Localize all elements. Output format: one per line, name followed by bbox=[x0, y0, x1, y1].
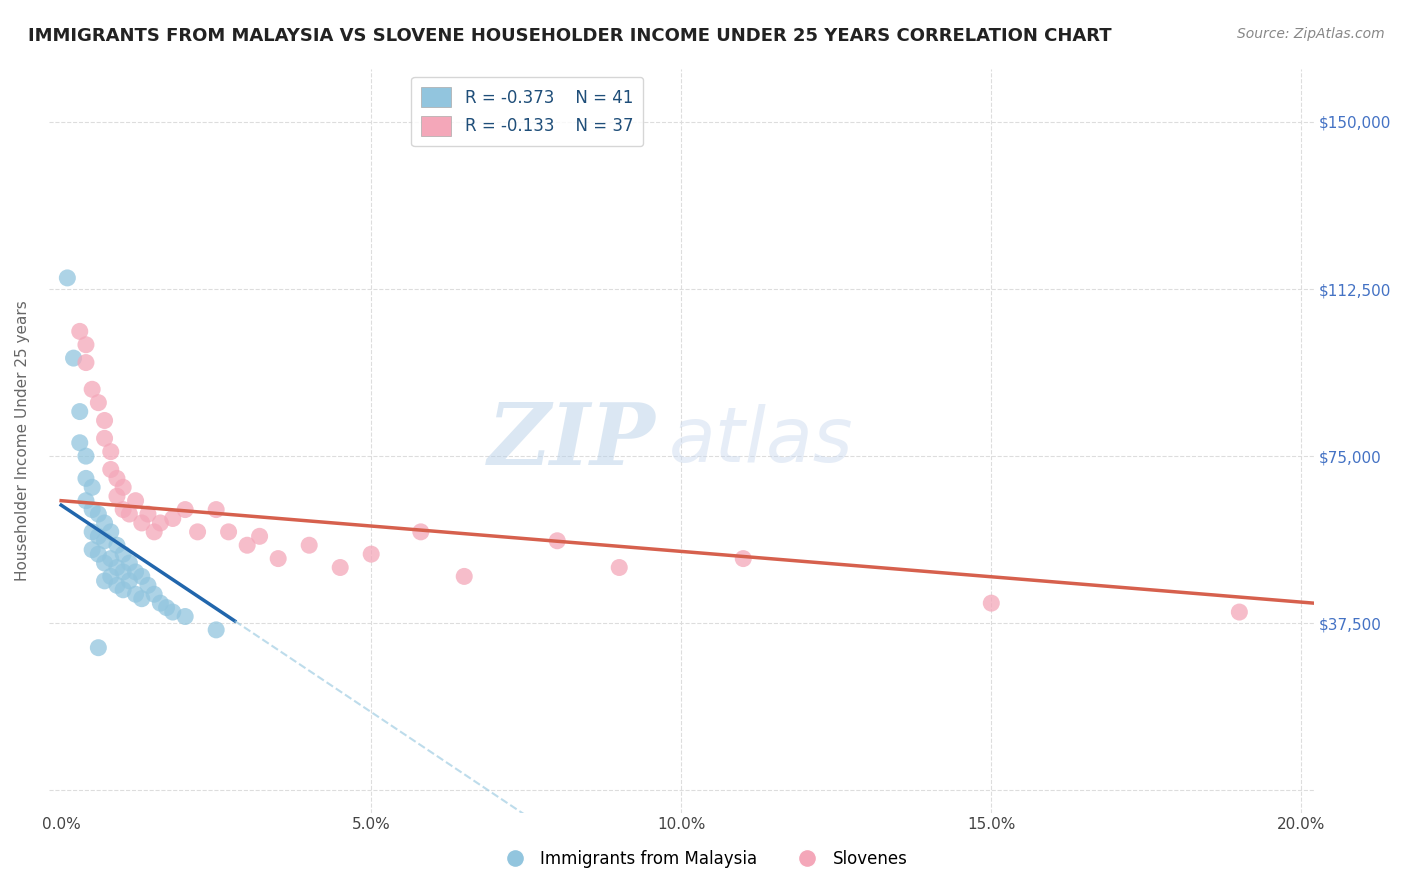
Point bbox=[82, 382, 104, 396]
Point bbox=[69, 404, 91, 418]
Point bbox=[155, 600, 177, 615]
Point bbox=[162, 605, 184, 619]
Point bbox=[105, 578, 128, 592]
Point bbox=[105, 538, 128, 552]
Point bbox=[105, 489, 128, 503]
Point bbox=[546, 533, 568, 548]
Point bbox=[218, 524, 240, 539]
Point bbox=[87, 395, 110, 409]
Point bbox=[124, 493, 146, 508]
Point bbox=[69, 324, 91, 338]
Point bbox=[205, 623, 228, 637]
Point bbox=[136, 507, 159, 521]
Point bbox=[82, 524, 104, 539]
Point bbox=[360, 547, 382, 561]
Point bbox=[131, 516, 153, 530]
Point bbox=[236, 538, 259, 552]
Point bbox=[118, 574, 141, 588]
Point bbox=[93, 574, 115, 588]
Point bbox=[131, 591, 153, 606]
Point bbox=[174, 502, 197, 516]
Text: ZIP: ZIP bbox=[488, 399, 657, 483]
Point bbox=[56, 271, 79, 285]
Point bbox=[267, 551, 290, 566]
Point bbox=[75, 449, 97, 463]
Point bbox=[249, 529, 271, 543]
Point bbox=[100, 569, 122, 583]
Point bbox=[93, 431, 115, 445]
Point bbox=[607, 560, 630, 574]
Point bbox=[112, 565, 135, 579]
Point bbox=[105, 560, 128, 574]
Point bbox=[124, 587, 146, 601]
Point bbox=[149, 596, 172, 610]
Point bbox=[1227, 605, 1250, 619]
Point bbox=[75, 355, 97, 369]
Point bbox=[733, 551, 755, 566]
Point bbox=[205, 502, 228, 516]
Point bbox=[82, 502, 104, 516]
Text: IMMIGRANTS FROM MALAYSIA VS SLOVENE HOUSEHOLDER INCOME UNDER 25 YEARS CORRELATIO: IMMIGRANTS FROM MALAYSIA VS SLOVENE HOUS… bbox=[28, 27, 1112, 45]
Point bbox=[100, 524, 122, 539]
Point bbox=[93, 413, 115, 427]
Point bbox=[149, 516, 172, 530]
Point bbox=[87, 529, 110, 543]
Point bbox=[112, 502, 135, 516]
Point bbox=[82, 542, 104, 557]
Point bbox=[112, 582, 135, 597]
Point bbox=[298, 538, 321, 552]
Point bbox=[143, 587, 166, 601]
Point bbox=[82, 480, 104, 494]
Point bbox=[69, 435, 91, 450]
Text: Source: ZipAtlas.com: Source: ZipAtlas.com bbox=[1237, 27, 1385, 41]
Point bbox=[100, 462, 122, 476]
Point bbox=[174, 609, 197, 624]
Legend: Immigrants from Malaysia, Slovenes: Immigrants from Malaysia, Slovenes bbox=[492, 844, 914, 875]
Point bbox=[62, 351, 84, 365]
Point bbox=[131, 569, 153, 583]
Point bbox=[187, 524, 209, 539]
Point bbox=[980, 596, 1002, 610]
Point bbox=[87, 547, 110, 561]
Point bbox=[124, 565, 146, 579]
Point bbox=[409, 524, 432, 539]
Point bbox=[329, 560, 352, 574]
Point bbox=[100, 444, 122, 458]
Point bbox=[118, 507, 141, 521]
Point bbox=[93, 516, 115, 530]
Text: atlas: atlas bbox=[669, 403, 853, 477]
Legend: R = -0.373    N = 41, R = -0.133    N = 37: R = -0.373 N = 41, R = -0.133 N = 37 bbox=[412, 77, 643, 146]
Point bbox=[87, 507, 110, 521]
Point bbox=[112, 547, 135, 561]
Point bbox=[87, 640, 110, 655]
Point bbox=[162, 511, 184, 525]
Point bbox=[143, 524, 166, 539]
Point bbox=[93, 556, 115, 570]
Point bbox=[93, 533, 115, 548]
Point bbox=[75, 471, 97, 485]
Point bbox=[75, 493, 97, 508]
Point bbox=[453, 569, 475, 583]
Point bbox=[100, 551, 122, 566]
Point bbox=[105, 471, 128, 485]
Y-axis label: Householder Income Under 25 years: Householder Income Under 25 years bbox=[15, 300, 30, 581]
Point bbox=[75, 337, 97, 351]
Point bbox=[112, 480, 135, 494]
Point bbox=[136, 578, 159, 592]
Point bbox=[118, 556, 141, 570]
